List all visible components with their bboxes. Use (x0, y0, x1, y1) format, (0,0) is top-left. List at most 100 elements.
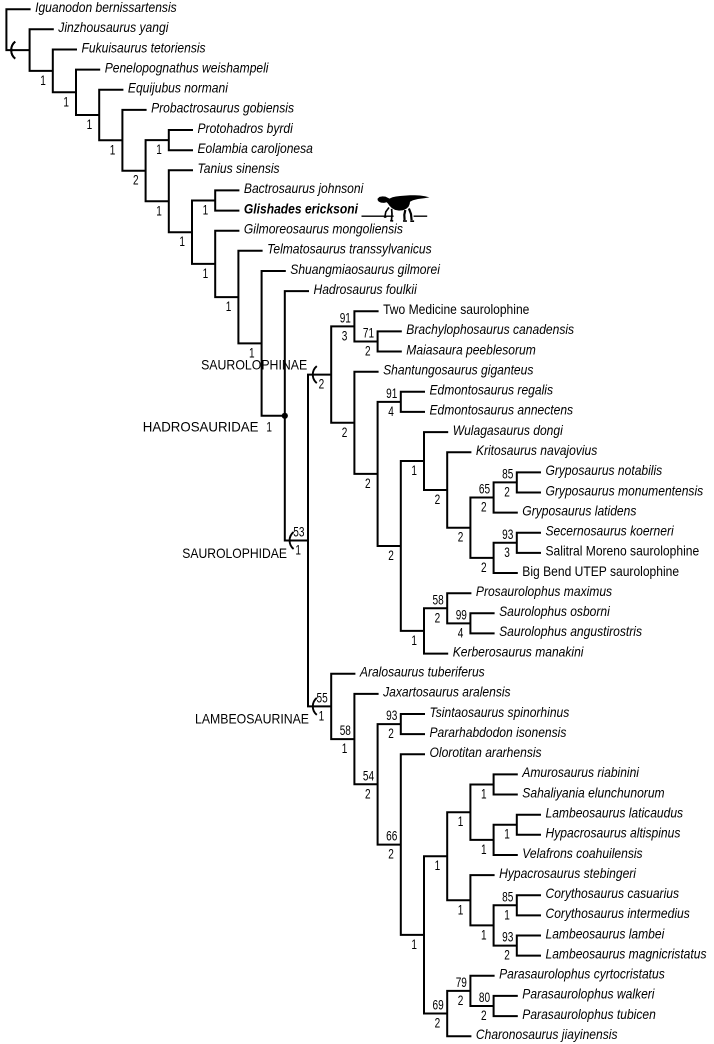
svg-text:1: 1 (179, 234, 185, 249)
svg-text:1: 1 (295, 543, 301, 558)
svg-text:Shuangmiaosaurus gilmorei: Shuangmiaosaurus gilmorei (290, 262, 440, 277)
svg-text:Wulagasaurus dongi: Wulagasaurus dongi (453, 423, 564, 438)
svg-text:Kerberosaurus manakini: Kerberosaurus manakini (453, 644, 585, 659)
svg-text:1: 1 (226, 299, 232, 314)
svg-text:91: 91 (340, 310, 351, 325)
svg-text:Jinzhousaurus yangi: Jinzhousaurus yangi (57, 20, 169, 35)
svg-text:Amurosaurus riabinini: Amurosaurus riabinini (521, 765, 639, 780)
svg-text:Hadrosaurus foulkii: Hadrosaurus foulkii (314, 282, 418, 297)
svg-text:66: 66 (386, 829, 397, 844)
svg-text:93: 93 (502, 930, 513, 945)
svg-text:1: 1 (87, 117, 93, 132)
svg-text:Parasaurolophus tubicen: Parasaurolophus tubicen (522, 1007, 656, 1022)
svg-text:2: 2 (481, 500, 487, 515)
svg-text:54: 54 (363, 768, 374, 783)
svg-text:1: 1 (63, 94, 69, 109)
svg-text:1: 1 (156, 142, 162, 157)
svg-text:65: 65 (479, 482, 490, 497)
svg-text:Corythosaurus intermedius: Corythosaurus intermedius (546, 906, 690, 921)
svg-text:2: 2 (388, 726, 394, 741)
svg-text:3: 3 (342, 328, 348, 343)
svg-text:LAMBEOSAURINAE: LAMBEOSAURINAE (195, 712, 309, 727)
svg-text:2: 2 (365, 476, 371, 491)
svg-text:1: 1 (504, 907, 510, 922)
svg-text:53: 53 (293, 525, 304, 540)
svg-text:4: 4 (458, 625, 464, 640)
svg-text:2: 2 (388, 847, 394, 862)
svg-text:1: 1 (319, 708, 325, 723)
svg-text:2: 2 (388, 548, 394, 563)
svg-text:Brachylophosaurus canadensis: Brachylophosaurus canadensis (406, 322, 574, 337)
svg-text:1: 1 (203, 203, 209, 218)
svg-text:SAUROLOPHIDAE: SAUROLOPHIDAE (182, 546, 287, 561)
svg-text:Two Medicine saurolophine: Two Medicine saurolophine (383, 302, 530, 317)
svg-text:3: 3 (504, 545, 510, 560)
svg-text:2: 2 (504, 948, 510, 963)
svg-text:58: 58 (433, 592, 444, 607)
svg-text:69: 69 (433, 998, 444, 1013)
svg-text:Secernosaurus koerneri: Secernosaurus koerneri (546, 524, 675, 539)
svg-text:Aralosaurus tuberiferus: Aralosaurus tuberiferus (359, 665, 485, 680)
svg-text:1: 1 (40, 73, 46, 88)
svg-text:Fukuisaurus tetoriensis: Fukuisaurus tetoriensis (82, 40, 206, 55)
svg-text:SAUROLOPHINAE: SAUROLOPHINAE (201, 358, 307, 373)
svg-text:Jaxartosaurus aralensis: Jaxartosaurus aralensis (382, 685, 510, 700)
svg-text:1: 1 (411, 463, 417, 478)
svg-text:Charonosaurus jiayinensis: Charonosaurus jiayinensis (476, 1027, 618, 1042)
svg-text:2: 2 (481, 1008, 487, 1023)
svg-text:Kritosaurus navajovius: Kritosaurus navajovius (476, 443, 597, 458)
svg-text:Big Bend UTEP saurolophine: Big Bend UTEP saurolophine (522, 564, 679, 579)
svg-text:Prosaurolophus maximus: Prosaurolophus maximus (476, 584, 612, 599)
svg-text:Parasaurolophus cyrtocristatus: Parasaurolophus cyrtocristatus (499, 967, 665, 982)
svg-text:80: 80 (479, 990, 490, 1005)
svg-text:1: 1 (266, 419, 272, 434)
svg-text:Penelopognathus weishampeli: Penelopognathus weishampeli (105, 60, 270, 75)
svg-text:Olorotitan ararhensis: Olorotitan ararhensis (430, 745, 542, 760)
svg-text:Bactrosaurus johnsoni: Bactrosaurus johnsoni (244, 181, 364, 196)
svg-text:Pararhabdodon isonensis: Pararhabdodon isonensis (430, 725, 567, 740)
svg-text:1: 1 (411, 633, 417, 648)
svg-text:Tanius sinensis: Tanius sinensis (198, 161, 280, 176)
svg-text:1: 1 (481, 787, 487, 802)
svg-text:99: 99 (456, 607, 467, 622)
svg-text:1: 1 (203, 266, 209, 281)
svg-text:2: 2 (133, 173, 139, 188)
svg-text:Protohadros byrdi: Protohadros byrdi (198, 121, 294, 136)
svg-text:71: 71 (363, 326, 374, 341)
svg-text:1: 1 (481, 927, 487, 942)
svg-text:2: 2 (365, 786, 371, 801)
svg-text:Gryposaurus latidens: Gryposaurus latidens (522, 503, 636, 518)
svg-text:Edmontosaurus annectens: Edmontosaurus annectens (430, 403, 574, 418)
svg-text:Salitral Moreno saurolophine: Salitral Moreno saurolophine (546, 544, 700, 559)
svg-text:1: 1 (504, 827, 510, 842)
svg-text:Lambeosaurus laticaudus: Lambeosaurus laticaudus (546, 806, 684, 821)
svg-text:93: 93 (386, 708, 397, 723)
svg-text:Hypacrosaurus stebingeri: Hypacrosaurus stebingeri (499, 866, 637, 881)
svg-text:4: 4 (388, 404, 394, 419)
svg-text:85: 85 (502, 466, 513, 481)
svg-text:Tsintaosaurus spinorhinus: Tsintaosaurus spinorhinus (430, 705, 570, 720)
svg-text:1: 1 (156, 203, 162, 218)
svg-text:Gilmoreosaurus mongoliensis: Gilmoreosaurus mongoliensis (244, 222, 403, 237)
svg-text:Shantungosaurus giganteus: Shantungosaurus giganteus (383, 363, 533, 378)
svg-text:58: 58 (340, 723, 351, 738)
svg-text:2: 2 (504, 484, 510, 499)
svg-text:Glishades ericksoni: Glishades ericksoni (244, 201, 359, 216)
svg-text:2: 2 (435, 610, 441, 625)
svg-text:Telmatosaurus transsylvanicus: Telmatosaurus transsylvanicus (267, 242, 432, 257)
svg-text:55: 55 (317, 690, 328, 705)
svg-text:1: 1 (411, 937, 417, 952)
svg-text:2: 2 (365, 344, 371, 359)
svg-text:2: 2 (435, 492, 441, 507)
svg-text:Parasaurolophus walkeri: Parasaurolophus walkeri (522, 987, 655, 1002)
svg-text:HADROSAURIDAE: HADROSAURIDAE (143, 419, 259, 434)
svg-text:2: 2 (458, 993, 464, 1008)
svg-text:Eolambia caroljonesa: Eolambia caroljonesa (198, 141, 314, 156)
svg-text:1: 1 (110, 142, 116, 157)
svg-text:1: 1 (481, 842, 487, 857)
svg-text:2: 2 (342, 425, 348, 440)
svg-text:Edmontosaurus regalis: Edmontosaurus regalis (430, 383, 554, 398)
svg-text:1: 1 (435, 858, 441, 873)
svg-text:2: 2 (319, 377, 325, 392)
svg-text:2: 2 (458, 530, 464, 545)
